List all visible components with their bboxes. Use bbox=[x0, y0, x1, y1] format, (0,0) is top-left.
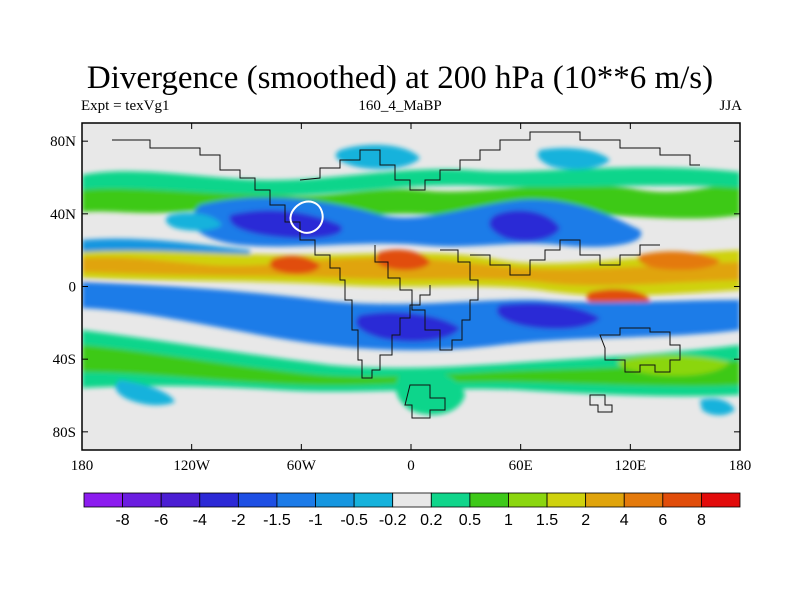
colorbar-label: 0.2 bbox=[420, 512, 442, 529]
sh-blue-patch-2 bbox=[700, 398, 735, 416]
chart-title: Divergence (smoothed) at 200 hPa (10**6 … bbox=[86, 60, 714, 96]
colorbar-swatch bbox=[392, 492, 432, 508]
colorbar-label: 6 bbox=[658, 512, 667, 529]
sh-green-band bbox=[82, 345, 740, 387]
colorbar-label: -1 bbox=[308, 512, 322, 529]
y-axis: 80N 40N 0 40S 80S bbox=[50, 134, 740, 441]
south-deep-blue-2 bbox=[496, 303, 600, 330]
colorbar-label: -1.5 bbox=[263, 512, 291, 529]
x-tick-label: 60W bbox=[287, 458, 317, 474]
colorbar-swatch bbox=[199, 492, 239, 508]
atlantic-red bbox=[375, 249, 430, 271]
nh-blue-patch bbox=[335, 144, 420, 170]
y-tick-label: 80N bbox=[50, 134, 76, 150]
colorbar-swatch bbox=[546, 492, 587, 508]
nh-blue-patch-2 bbox=[537, 148, 610, 170]
run-label: 160_4_MaBP bbox=[358, 98, 442, 114]
x-tick-label: 180 bbox=[71, 458, 94, 474]
y-tick-label: 80S bbox=[53, 425, 76, 441]
colorbar-label: 4 bbox=[620, 512, 629, 529]
x-tick-label: 180 bbox=[729, 458, 752, 474]
colorbar-swatch bbox=[701, 492, 741, 508]
colorbar-label: 8 bbox=[697, 512, 706, 529]
coastlines bbox=[112, 131, 700, 419]
colorbar-label: 1 bbox=[504, 512, 513, 529]
colorbar-label: 1.5 bbox=[536, 512, 558, 529]
y-tick-label: 0 bbox=[69, 280, 77, 296]
colorbar-label: -6 bbox=[154, 512, 168, 529]
nh-teal-band bbox=[82, 167, 740, 196]
colorbar-label: -0.5 bbox=[340, 512, 368, 529]
colorbar-label: 0.5 bbox=[459, 512, 481, 529]
colorbar-swatch bbox=[430, 492, 471, 508]
colorbar-swatch bbox=[353, 492, 394, 508]
south-deep-blue bbox=[356, 312, 460, 342]
divergence-field bbox=[82, 131, 740, 419]
east-pacific-red bbox=[269, 255, 320, 274]
colorbar-label: -4 bbox=[193, 512, 207, 529]
experiment-label: Expt = texVg1 bbox=[81, 98, 170, 114]
sh-blue-patch bbox=[115, 380, 175, 406]
colorbar-swatch bbox=[237, 492, 278, 508]
colorbar-label: -2 bbox=[231, 512, 245, 529]
x-tick-label: 60E bbox=[509, 458, 533, 474]
colorbar: -8 -6 -4 -2 -1.5 -1 -0.5 -0.2 0.2 0.5 1 1.5 2 4 6 8 bbox=[83, 492, 741, 529]
nh-blue-patch-3 bbox=[165, 213, 222, 231]
y-tick-label: 40N bbox=[50, 207, 76, 223]
colorbar-swatch bbox=[122, 492, 162, 508]
x-axis: 180 120W 60W 0 60E 120E 180 bbox=[71, 123, 752, 474]
colorbar-swatch bbox=[276, 492, 316, 508]
colorbar-swatch bbox=[623, 492, 664, 508]
colorbar-label: 2 bbox=[581, 512, 590, 529]
colorbar-swatch bbox=[662, 492, 702, 508]
x-tick-label: 120W bbox=[173, 458, 211, 474]
tropical-orange-band bbox=[82, 257, 740, 286]
x-tick-label: 120E bbox=[614, 458, 646, 474]
colorbar-label: -0.2 bbox=[379, 512, 407, 529]
colorbar-label: -8 bbox=[115, 512, 129, 529]
sh-yellow-patch bbox=[617, 355, 730, 376]
wpac-orange bbox=[638, 251, 720, 270]
colorbar-swatch bbox=[585, 492, 625, 508]
colorbar-swatch bbox=[160, 492, 201, 508]
colorbar-swatch bbox=[83, 492, 123, 508]
season-label: JJA bbox=[719, 98, 742, 114]
colorbar-swatch bbox=[508, 492, 548, 508]
x-tick-label: 0 bbox=[407, 458, 415, 474]
asia-deep-blue bbox=[489, 210, 560, 242]
y-tick-label: 40S bbox=[53, 352, 76, 368]
colorbar-swatch bbox=[469, 492, 509, 508]
colorbar-swatch bbox=[315, 492, 355, 508]
